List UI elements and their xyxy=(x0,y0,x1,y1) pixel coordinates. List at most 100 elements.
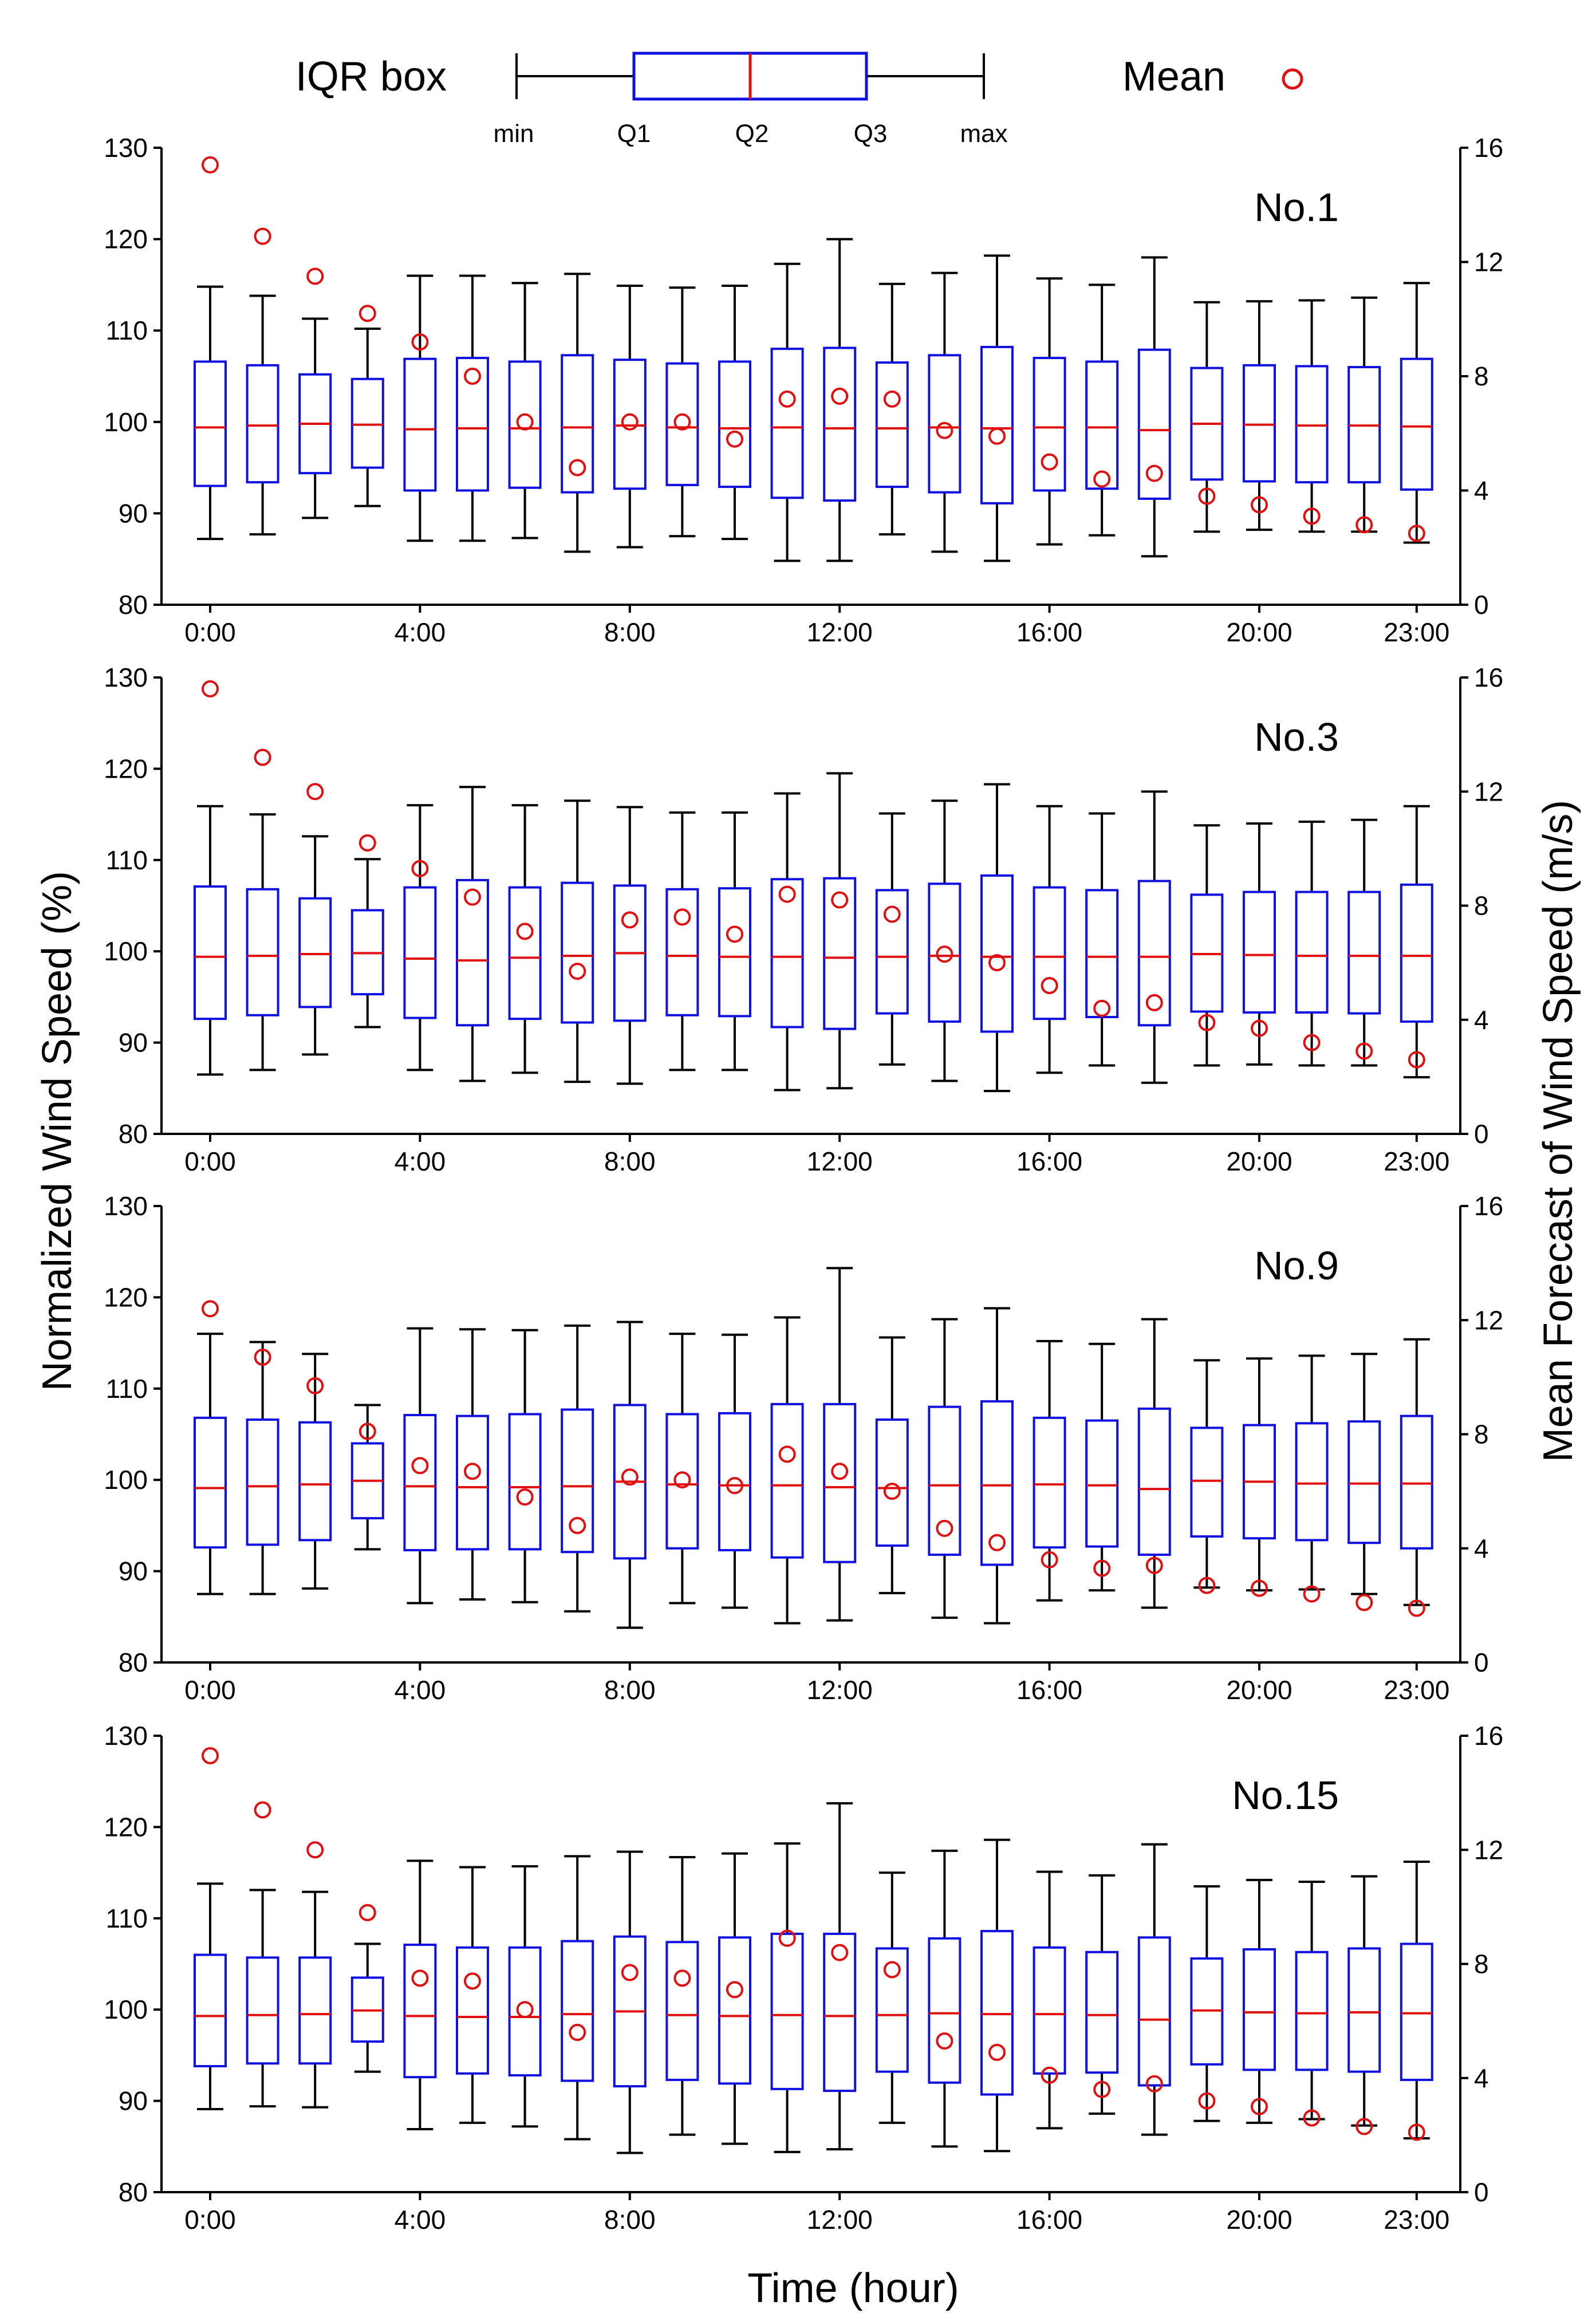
mean-marker xyxy=(464,1463,481,1480)
iqr-box xyxy=(246,1418,279,1546)
left-tick-label: 90 xyxy=(119,2086,148,2116)
x-tick-label: 16:00 xyxy=(1016,2205,1082,2235)
x-tick-label: 23:00 xyxy=(1384,2205,1449,2235)
iqr-box xyxy=(1190,1427,1224,1538)
mean-marker xyxy=(621,1964,639,1981)
box-hour-6 xyxy=(508,282,542,539)
panel-no-15: 80 90 100 110 120 130 0 4 8 12 16 0:00 4:00 8:00 12:00… xyxy=(104,1721,1503,2235)
box-hour-23 xyxy=(1400,805,1433,1079)
mean-marker xyxy=(988,2043,1006,2061)
mean-marker xyxy=(411,1457,429,1475)
mean-marker xyxy=(254,1349,271,1366)
box-hour-23 xyxy=(1400,1860,1433,2141)
mean-marker xyxy=(569,963,586,980)
mean-marker xyxy=(1303,1034,1321,1051)
box-hour-16 xyxy=(1033,1339,1066,1602)
box-hour-19 xyxy=(1190,824,1224,1067)
mean-marker xyxy=(1251,2098,1268,2115)
mean-marker xyxy=(1198,1014,1216,1031)
x-axis-label: Time (hour) xyxy=(747,2265,959,2311)
box-hour-19 xyxy=(1190,1885,1224,2122)
mean-marker xyxy=(254,748,271,766)
box-hour-16 xyxy=(1033,805,1066,1074)
x-tick-label: 0:00 xyxy=(184,1146,236,1176)
mean-marker xyxy=(883,1483,901,1500)
iqr-box xyxy=(980,345,1014,505)
iqr-box xyxy=(980,1400,1014,1566)
mean-marker xyxy=(1251,496,1268,514)
box-hour-19 xyxy=(1190,1359,1224,1594)
left-tick-label: 120 xyxy=(104,754,148,783)
iqr-box xyxy=(1347,1420,1381,1544)
iqr-box xyxy=(718,887,751,1018)
box-hour-18 xyxy=(1137,1318,1171,1609)
mean-marker xyxy=(883,390,901,408)
x-tick-label: 4:00 xyxy=(395,1675,446,1705)
iqr-box xyxy=(770,1402,804,1559)
box-hour-17 xyxy=(1085,1874,1119,2115)
box-hour-10 xyxy=(718,1852,751,2145)
x-tick-label: 23:00 xyxy=(1384,1675,1449,1705)
left-tick-label: 120 xyxy=(104,1282,148,1312)
mean-marker xyxy=(202,1300,219,1318)
right-tick-label: 0 xyxy=(1474,2177,1489,2207)
box-hour-20 xyxy=(1243,822,1276,1066)
iqr-box xyxy=(508,360,542,489)
box-hour-3 xyxy=(350,834,384,1029)
box-hour-17 xyxy=(1085,812,1119,1067)
iqr-box xyxy=(1033,886,1066,1020)
iqr-box xyxy=(298,1956,332,2065)
mean-marker xyxy=(1303,2109,1321,2127)
box-hour-15 xyxy=(980,254,1014,562)
iqr-box xyxy=(1295,890,1329,1014)
x-tick-label: 4:00 xyxy=(395,2205,446,2235)
left-tick-label: 100 xyxy=(104,1465,148,1495)
iqr-box xyxy=(928,1405,961,1556)
mean-marker xyxy=(831,891,849,909)
box-hour-12 xyxy=(823,1267,857,1622)
mean-marker xyxy=(1041,2066,1058,2084)
left-tick-label: 110 xyxy=(106,1374,148,1404)
mean-marker xyxy=(1041,1551,1058,1569)
box-hour-1 xyxy=(246,227,279,536)
x-tick-label: 4:00 xyxy=(395,617,446,647)
mean-marker xyxy=(831,1944,849,1961)
mean-marker xyxy=(516,2001,534,2019)
iqr-box xyxy=(823,346,857,502)
box-hour-7 xyxy=(561,273,594,553)
iqr-box xyxy=(508,886,542,1020)
iqr-box xyxy=(1400,1414,1433,1550)
box-hour-4 xyxy=(403,274,437,542)
box-hour-15 xyxy=(980,783,1014,1093)
box-hour-6 xyxy=(508,804,542,1074)
legend-marker-q3: Q3 xyxy=(854,120,888,148)
mean-marker xyxy=(1145,1557,1163,1574)
box-hour-1 xyxy=(246,1341,279,1595)
left-tick-label: 120 xyxy=(104,224,148,254)
box-hour-12 xyxy=(823,772,857,1090)
iqr-box xyxy=(403,886,437,1019)
iqr-box xyxy=(1243,890,1276,1014)
right-tick-label: 8 xyxy=(1474,1420,1489,1449)
mean-marker xyxy=(1355,1594,1373,1611)
mean-marker xyxy=(778,390,796,408)
x-tick-label: 8:00 xyxy=(604,1146,656,1176)
legend-mean-marker xyxy=(1282,68,1303,90)
left-tick-label: 110 xyxy=(106,1904,148,1933)
x-tick-label: 16:00 xyxy=(1016,1675,1082,1705)
box-hour-17 xyxy=(1085,283,1119,537)
x-tick-label: 23:00 xyxy=(1384,617,1449,647)
mean-marker xyxy=(936,2032,953,2050)
iqr-box xyxy=(1137,880,1171,1027)
mean-marker xyxy=(1145,994,1163,1011)
legend-marker-q2: Q2 xyxy=(735,120,769,148)
iqr-box xyxy=(508,1946,542,2076)
panel-no-3: 80 90 100 110 120 130 0 4 8 12 16 0:00 4:00 8:00 12:00… xyxy=(104,663,1503,1176)
iqr-box xyxy=(403,1944,437,2079)
panel-title: No.9 xyxy=(1254,1243,1339,1288)
left-tick-label: 120 xyxy=(104,1812,148,1842)
mean-marker xyxy=(1251,1579,1268,1597)
mean-marker xyxy=(1355,1042,1373,1060)
box-hour-18 xyxy=(1137,256,1171,558)
